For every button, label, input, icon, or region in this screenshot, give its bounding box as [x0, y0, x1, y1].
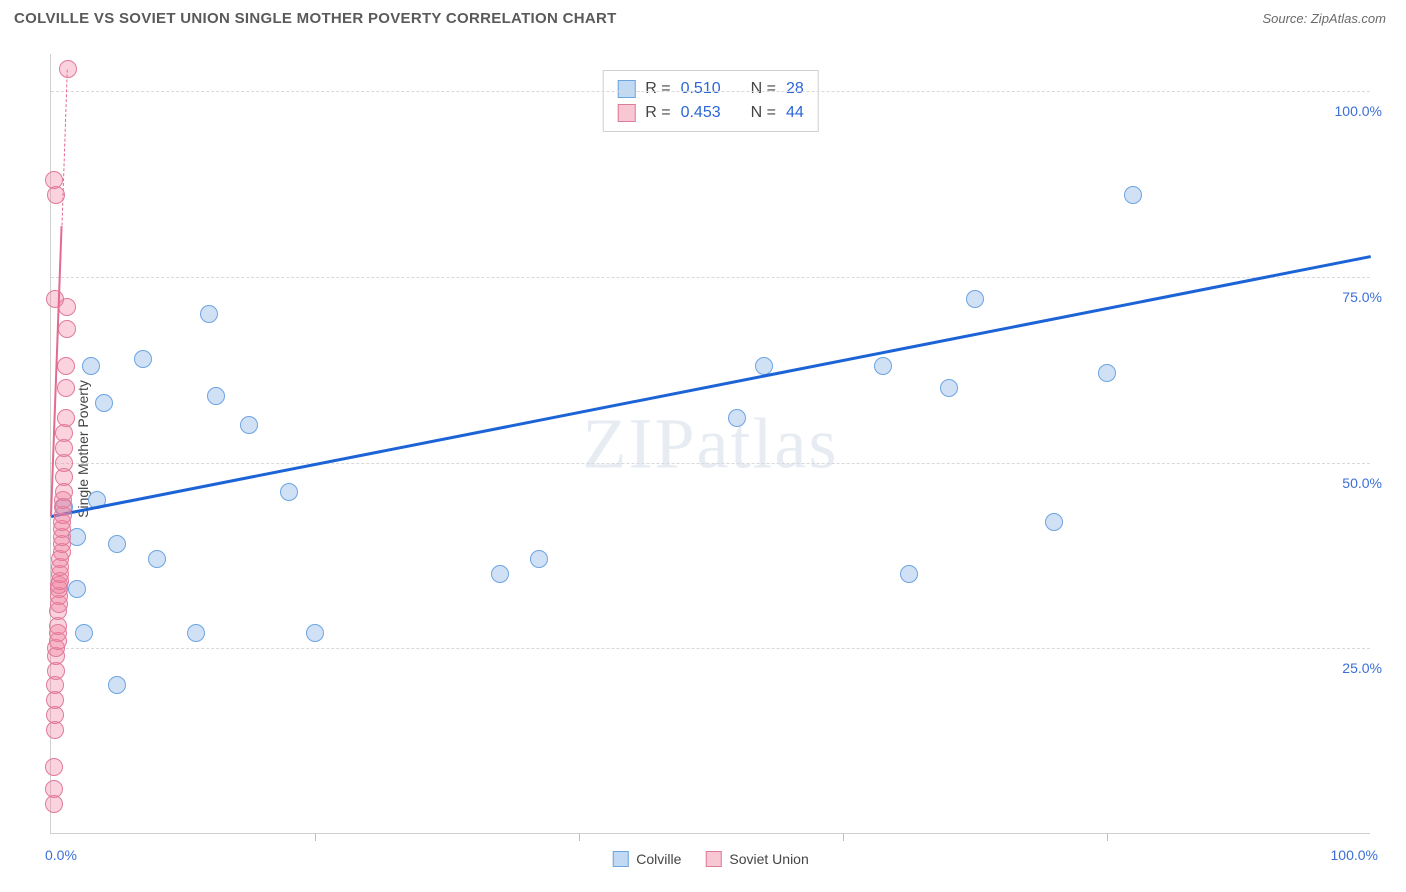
- x-tick: [315, 833, 316, 841]
- r-value: 0.510: [681, 77, 721, 101]
- data-point-soviet-union: [57, 357, 75, 375]
- data-point-colville: [134, 350, 152, 368]
- x-tick: [579, 833, 580, 841]
- data-point-colville: [900, 565, 918, 583]
- source-label: Source: ZipAtlas.com: [1262, 11, 1386, 26]
- gridline-h: [51, 463, 1370, 464]
- trend-line: [61, 69, 67, 225]
- series-legend-label: Colville: [636, 851, 681, 867]
- gridline-h: [51, 648, 1370, 649]
- stats-row: R = 0.510 N = 28: [617, 77, 804, 101]
- data-point-soviet-union: [45, 758, 63, 776]
- plot-area: ZIPatlas R =0.510N =28R =0.453N =44 Colv…: [50, 54, 1370, 834]
- data-point-colville: [148, 550, 166, 568]
- data-point-colville: [207, 387, 225, 405]
- data-point-colville: [75, 624, 93, 642]
- y-tick-label: 50.0%: [1322, 475, 1382, 491]
- n-value: 44: [786, 101, 804, 125]
- data-point-colville: [491, 565, 509, 583]
- data-point-colville: [240, 416, 258, 434]
- data-point-soviet-union: [58, 320, 76, 338]
- y-tick-label: 100.0%: [1322, 103, 1382, 119]
- series-legend-label: Soviet Union: [729, 851, 808, 867]
- data-point-colville: [95, 394, 113, 412]
- series-legend-item: Colville: [612, 851, 681, 867]
- legend-swatch: [617, 80, 635, 98]
- y-tick-label: 75.0%: [1322, 289, 1382, 305]
- data-point-colville: [1124, 186, 1142, 204]
- x-tick-label: 0.0%: [45, 847, 77, 863]
- data-point-colville: [306, 624, 324, 642]
- data-point-colville: [1098, 364, 1116, 382]
- x-tick: [1107, 833, 1108, 841]
- data-point-colville: [68, 580, 86, 598]
- data-point-colville: [874, 357, 892, 375]
- data-point-soviet-union: [57, 379, 75, 397]
- x-tick-label: 100.0%: [1331, 847, 1378, 863]
- legend-swatch: [612, 851, 628, 867]
- data-point-colville: [1045, 513, 1063, 531]
- data-point-colville: [966, 290, 984, 308]
- legend-swatch: [705, 851, 721, 867]
- series-legend-item: Soviet Union: [705, 851, 808, 867]
- data-point-colville: [187, 624, 205, 642]
- data-point-colville: [108, 535, 126, 553]
- data-point-colville: [200, 305, 218, 323]
- data-point-colville: [82, 357, 100, 375]
- stats-row: R = 0.453 N = 44: [617, 101, 804, 125]
- data-point-soviet-union: [57, 409, 75, 427]
- trend-line: [51, 255, 1371, 517]
- data-point-soviet-union: [59, 60, 77, 78]
- data-point-colville: [940, 379, 958, 397]
- gridline-h: [51, 277, 1370, 278]
- n-label: N =: [751, 101, 776, 125]
- stats-legend: R = 0.510 N = 28 R = 0.453 N = 44: [602, 70, 819, 132]
- series-legend: Colville Soviet Union: [612, 851, 809, 867]
- data-point-colville: [530, 550, 548, 568]
- data-point-soviet-union: [45, 780, 63, 798]
- data-point-soviet-union: [46, 290, 64, 308]
- data-point-colville: [108, 676, 126, 694]
- chart-container: Single Mother Poverty ZIPatlas R =0.510N…: [40, 44, 1390, 854]
- r-value: 0.453: [681, 101, 721, 125]
- data-point-colville: [728, 409, 746, 427]
- y-tick-label: 25.0%: [1322, 660, 1382, 676]
- header: COLVILLE VS SOVIET UNION SINGLE MOTHER P…: [0, 0, 1406, 33]
- x-tick: [843, 833, 844, 841]
- r-label: R =: [645, 101, 670, 125]
- data-point-colville: [280, 483, 298, 501]
- n-label: N =: [751, 77, 776, 101]
- n-value: 28: [786, 77, 804, 101]
- data-point-soviet-union: [45, 171, 63, 189]
- r-label: R =: [645, 77, 670, 101]
- chart-title: COLVILLE VS SOVIET UNION SINGLE MOTHER P…: [14, 10, 617, 27]
- data-point-colville: [68, 528, 86, 546]
- gridline-h: [51, 91, 1370, 92]
- legend-swatch: [617, 104, 635, 122]
- watermark: ZIPatlas: [583, 402, 839, 485]
